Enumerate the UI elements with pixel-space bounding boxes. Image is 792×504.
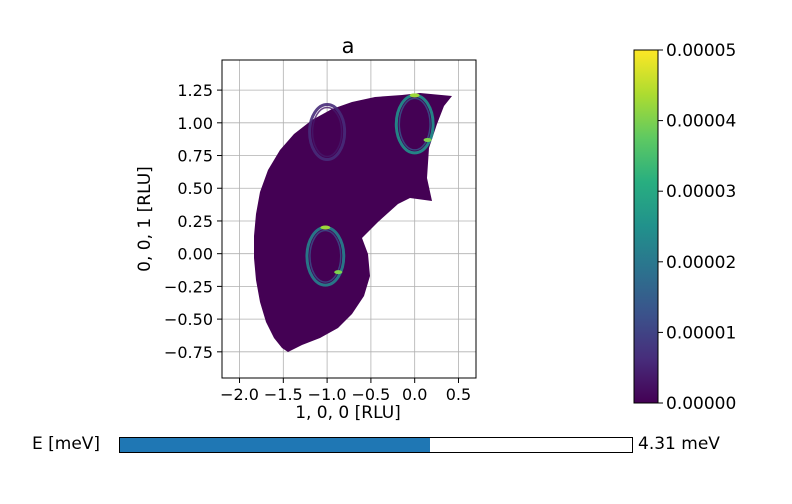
x-tick-label: −0.5 xyxy=(351,385,390,404)
energy-slider-label: E [meV] xyxy=(32,434,101,454)
x-tick-label: −2.0 xyxy=(220,385,259,404)
x-axis-ticks: −2.0 −1.5 −1.0 −0.5 0.0 0.5 xyxy=(220,378,471,404)
colorbar-tick-label: 0.00002 xyxy=(666,253,736,273)
x-tick-label: −1.5 xyxy=(264,385,303,404)
y-tick-label: 0.75 xyxy=(177,147,213,166)
x-axis-label: 1, 0, 0 [RLU] xyxy=(295,403,401,423)
ring-hotspot xyxy=(334,270,343,275)
ring-hotspot xyxy=(320,225,331,230)
ring-hotspot xyxy=(423,137,432,142)
colorbar-tick-label: 0.00004 xyxy=(666,112,736,132)
y-tick-label: −0.50 xyxy=(164,310,213,329)
ring-feature xyxy=(308,102,347,161)
x-tick-label: 0.5 xyxy=(446,385,471,404)
energy-slider-fill xyxy=(120,438,430,452)
chart-title: a xyxy=(342,34,355,58)
y-tick-label: 0.50 xyxy=(177,179,213,198)
energy-slider[interactable] xyxy=(119,437,633,453)
colorbar-tick-label: 0.00001 xyxy=(666,323,736,343)
ring-feature-inner xyxy=(398,97,431,151)
energy-slider-value: 4.31 meV xyxy=(638,434,720,454)
axes-frame xyxy=(221,59,477,379)
y-tick-label: 0.25 xyxy=(177,212,213,231)
ring-features xyxy=(305,93,435,287)
colorbar xyxy=(633,49,659,404)
coverage-region xyxy=(254,93,452,352)
ring-hotspot xyxy=(409,93,420,98)
ring-feature-inner xyxy=(311,106,343,158)
y-tick-label: −0.25 xyxy=(164,277,213,296)
y-tick-label: −0.75 xyxy=(164,343,213,362)
x-tick-label: −1.0 xyxy=(308,385,347,404)
colorbar-tick-label: 0.00000 xyxy=(666,394,736,414)
colorbar-ticks: 0.00000 0.00001 0.00002 0.00003 0.00004 0.000… xyxy=(658,41,736,414)
x-tick-label: 0.0 xyxy=(402,385,427,404)
y-axis-label: 0, 0, 1 [RLU] xyxy=(135,166,155,272)
y-tick-label: 1.00 xyxy=(177,114,213,133)
y-tick-label: 0.00 xyxy=(177,245,213,264)
colorbar-tick-label: 0.00005 xyxy=(666,41,736,61)
y-tick-label: 1.25 xyxy=(177,81,213,100)
y-axis-ticks: −0.75 −0.50 −0.25 0.00 0.25 0.50 0.75 1.00 1.25 xyxy=(164,81,222,362)
intensity-map xyxy=(254,93,452,352)
colorbar-tick-label: 0.00003 xyxy=(666,182,736,202)
ring-feature-inner xyxy=(309,229,342,283)
